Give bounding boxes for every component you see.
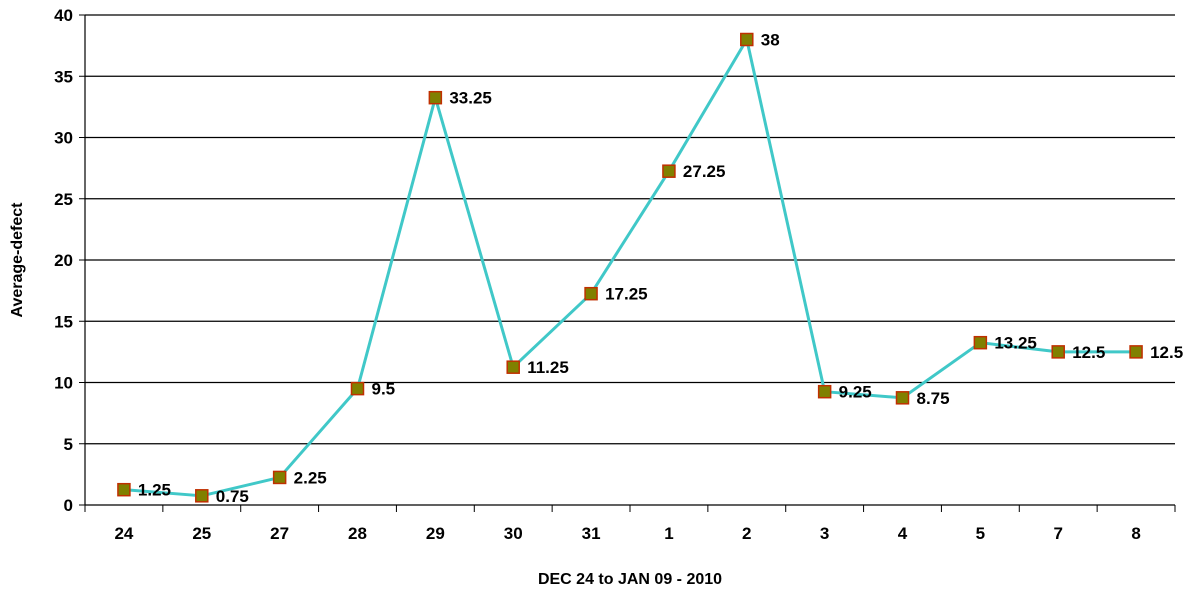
y-tick-label: 20 [54,251,73,270]
x-tick-label: 27 [270,524,289,543]
data-point [895,391,910,405]
x-tick-label: 29 [426,524,445,543]
data-label: 38 [761,31,780,50]
data-point [662,164,676,178]
x-tick-label: 2 [742,524,751,543]
data-point [350,381,365,396]
gridlines [85,14,1175,445]
data-label: 11.25 [527,358,569,377]
data-point [817,384,832,399]
series-line [123,38,1137,498]
data-label: 2.25 [294,468,327,487]
data-label: 0.75 [216,487,249,506]
axes [79,14,1176,512]
data-label: 9.5 [372,380,396,399]
y-tick-label: 30 [54,129,73,148]
y-tick-label: 35 [54,67,73,86]
x-tick-label: 7 [1053,524,1062,543]
x-tick-label: 28 [348,524,367,543]
x-tick-label: 31 [582,524,601,543]
y-tick-labels: 0 5 10 15 20 25 30 35 40 [54,6,73,515]
data-label: 12.5 [1072,343,1105,362]
data-point [584,286,598,301]
data-point [973,335,988,350]
data-point [740,32,754,47]
x-tick-label: 25 [192,524,211,543]
y-tick-label: 10 [54,374,73,393]
y-tick-label: 15 [54,312,73,331]
x-tick-label: 5 [976,524,985,543]
data-label: 1.25 [138,481,171,500]
data-point [506,360,520,374]
data-point [428,90,443,105]
data-label: 9.25 [839,383,872,402]
x-tick-label: 8 [1131,524,1140,543]
series-line [123,38,1137,498]
x-tick-label: 4 [898,524,908,543]
x-tick-label: 24 [114,524,133,543]
y-tick-label: 5 [64,435,73,454]
data-points [117,32,1143,503]
data-point [272,470,287,485]
data-label: 33.25 [449,89,492,108]
data-label: 17.25 [605,285,648,304]
x-tick-label: 3 [820,524,829,543]
data-label: 8.75 [917,389,950,408]
data-label: 12.5 [1150,343,1183,362]
data-point [195,489,209,503]
data-point [1129,345,1143,359]
x-axis-title: DEC 24 to JAN 09 - 2010 [538,571,722,588]
data-point [1051,345,1065,359]
data-label: 13.25 [994,334,1037,353]
x-tick-label: 1 [664,524,673,543]
y-tick-label: 40 [54,6,73,25]
data-point [117,482,131,497]
y-tick-label: 25 [54,190,73,209]
data-labels: 1.25 0.75 2.25 9.5 33.25 11.25 17.25 27.25 38 9.2… [138,31,1183,506]
x-tick-labels: 24 25 27 28 29 30 31 1 2 3 4 5 7 8 [114,524,1140,543]
y-tick-label: 0 [64,496,73,515]
data-label: 27.25 [683,162,726,181]
y-axis-title: Average-defect [9,202,26,318]
x-tick-label: 30 [504,524,523,543]
